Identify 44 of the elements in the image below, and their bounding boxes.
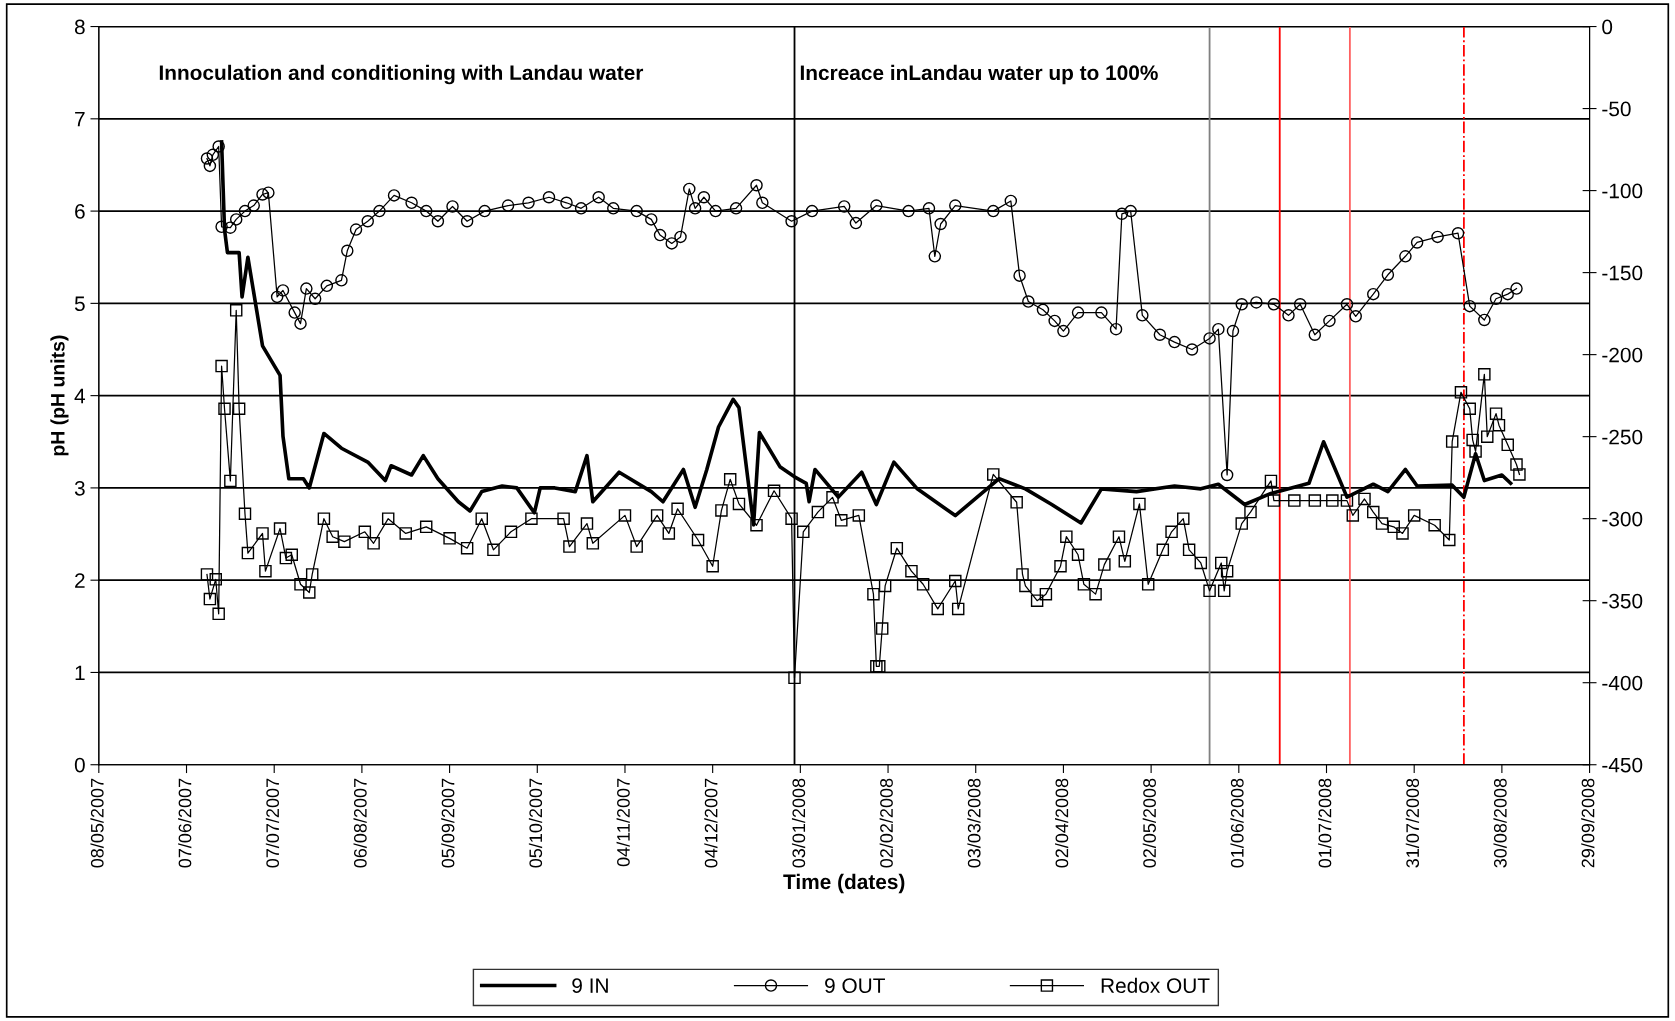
y2-tick-label: -450 xyxy=(1602,757,1643,773)
x-tick-label: 02/02/2008 xyxy=(879,778,893,868)
x-tick-label: 07/06/2007 xyxy=(178,778,192,868)
x-tick-label: 05/09/2007 xyxy=(441,778,455,868)
y-tick-label: 1 xyxy=(75,665,85,680)
legend-label: Redox OUT xyxy=(1101,977,1210,994)
x-tick-label: 06/08/2007 xyxy=(353,778,367,868)
y-tick-label: 6 xyxy=(75,204,85,219)
x-tick-label: 05/10/2007 xyxy=(528,778,543,868)
y2-tick-label: -100 xyxy=(1602,183,1643,199)
y2-tick-label: -200 xyxy=(1602,347,1643,363)
y2-tick-label: -250 xyxy=(1602,429,1643,445)
y2-tick-label: 0 xyxy=(1602,19,1613,35)
y-tick-label: 0 xyxy=(74,757,85,773)
x-tick-label: 07/07/2007 xyxy=(265,778,280,868)
y-tick-label: 5 xyxy=(74,296,85,312)
x-tick-label: 04/12/2007 xyxy=(704,778,718,868)
annotation: Innoculation and conditioning with Landau water xyxy=(159,64,644,85)
y-tick-label: 7 xyxy=(75,112,85,127)
x-tick-label: 03/03/2008 xyxy=(967,778,981,868)
y2-tick-label: -50 xyxy=(1602,101,1631,117)
x-tick-label: 30/08/2008 xyxy=(1493,778,1507,868)
y2-tick-label: -400 xyxy=(1602,675,1643,691)
y-tick-label: 2 xyxy=(75,573,85,588)
legend-label: 9 OUT xyxy=(825,978,885,994)
x-tick-label: 04/11/2007 xyxy=(616,778,630,867)
x-axis-title: Time (dates) xyxy=(783,873,905,894)
legend-label: 9 IN xyxy=(572,978,608,994)
y2-tick-label: -350 xyxy=(1602,593,1643,609)
y-tick-label: 4 xyxy=(74,388,86,404)
y2-tick-label: -300 xyxy=(1602,511,1643,527)
x-tick-label: 02/04/2008 xyxy=(1055,778,1069,868)
y-axis-title: pH (pH units) xyxy=(50,335,69,456)
x-tick-label: 29/09/2008 xyxy=(1581,778,1595,868)
x-tick-label: 01/06/2008 xyxy=(1230,778,1244,868)
x-tick-label: 01/07/2008 xyxy=(1318,778,1332,868)
x-tick-label: 02/05/2008 xyxy=(1142,778,1156,868)
y2-tick-label: -150 xyxy=(1602,265,1643,281)
x-tick-label: 03/01/2008 xyxy=(791,778,806,868)
annotation: Increace inLandau water up to 100% xyxy=(800,64,1158,85)
y-tick-label: 3 xyxy=(74,480,85,496)
y-tick-label: 8 xyxy=(74,19,85,35)
x-tick-label: 08/05/2007 xyxy=(90,778,104,868)
x-tick-label: 31/07/2008 xyxy=(1405,778,1420,868)
